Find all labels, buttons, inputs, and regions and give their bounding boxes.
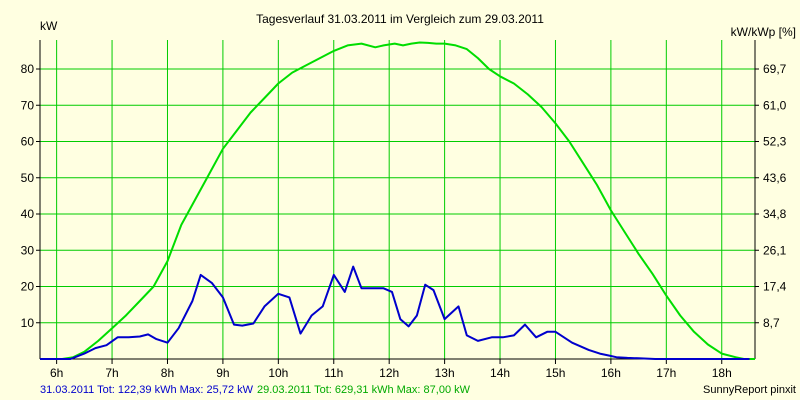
y-tick-label-left: 80 xyxy=(21,62,35,76)
y-tick-label-right: 61,0 xyxy=(763,98,787,112)
x-tick-label: 11h xyxy=(324,366,343,380)
x-tick-label: 15h xyxy=(545,366,565,380)
x-tick-label: 18h xyxy=(712,366,732,380)
footer-credit: SunnyReport pinxit xyxy=(703,384,796,396)
x-tick-label: 16h xyxy=(601,366,621,380)
y-tick-label-left: 40 xyxy=(21,207,35,221)
y-tick-label-left: 30 xyxy=(21,243,35,257)
grid xyxy=(40,40,755,359)
footer-summary: 31.03.2011 Tot: 122,39 kWh Max: 25,72 kW… xyxy=(40,384,471,396)
x-tick-label: 6h xyxy=(50,366,63,380)
x-tick-label: 17h xyxy=(656,366,676,380)
x-tick-label: 7h xyxy=(105,366,118,380)
y-tick-label-right: 26,1 xyxy=(763,243,787,257)
axes xyxy=(36,40,759,364)
y-tick-label-right: 34,8 xyxy=(763,207,787,221)
series1-summary: 31.03.2011 Tot: 122,39 kWh Max: 25,72 kW xyxy=(40,384,254,396)
y-tick-label-right: 52,3 xyxy=(763,135,787,149)
x-tick-label: 10h xyxy=(268,366,288,380)
series-lines xyxy=(40,41,755,360)
series2-summary: 29.03.2011 Tot: 629,31 kWh Max: 87,00 kW xyxy=(257,384,471,396)
y-tick-label-left: 70 xyxy=(21,98,35,112)
chart-title: Tagesverlauf 31.03.2011 im Vergleich zum… xyxy=(256,12,544,26)
x-tick-label: 9h xyxy=(216,366,229,380)
y-axis-label-right: kW/kWp [%] xyxy=(731,25,796,39)
y-tick-label-right: 17,4 xyxy=(763,280,787,294)
y-tick-label-left: 20 xyxy=(21,280,35,294)
x-tick-label: 13h xyxy=(435,366,455,380)
y-tick-label-left: 60 xyxy=(21,135,35,149)
x-tick-label: 12h xyxy=(379,366,399,380)
series-line-green xyxy=(40,41,755,360)
y-tick-label-right: 8,7 xyxy=(763,316,780,330)
tick-labels: 6h 7h 8h 9h 10h 11h 12h 13h 14h 15h 16h 17h 18h 10 20 3… xyxy=(21,62,787,380)
y-tick-label-right: 43,6 xyxy=(763,171,787,185)
series-line-blue xyxy=(40,265,750,360)
y-axis-label-left: kW xyxy=(40,19,58,33)
y-tick-label-left: 10 xyxy=(21,316,35,330)
y-tick-label-left: 50 xyxy=(21,171,35,185)
x-tick-label: 8h xyxy=(161,366,174,380)
x-tick-label: 14h xyxy=(490,366,510,380)
y-tick-label-right: 69,7 xyxy=(763,62,787,76)
